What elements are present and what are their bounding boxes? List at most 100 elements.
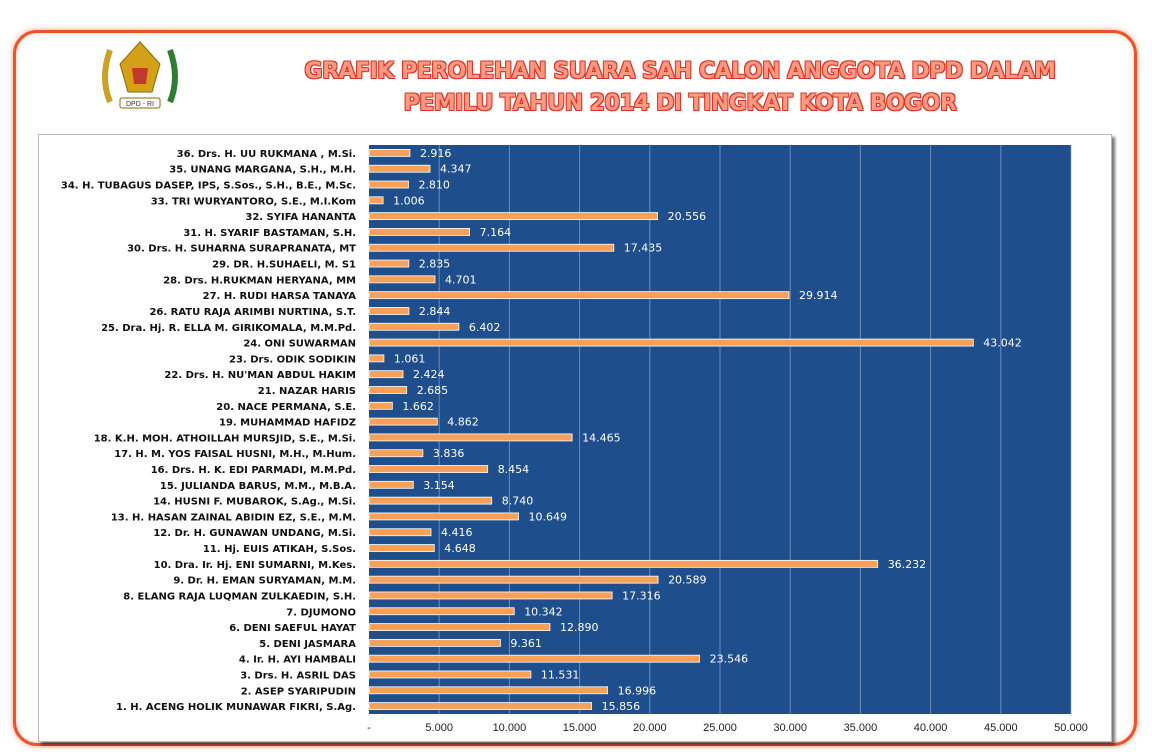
category-label: 24. ONI SUWARMAN [243,339,356,350]
bar [368,575,659,584]
category-label: 23. Drs. ODIK SODIKIN [229,354,356,365]
category-label: 35. UNANG MARGANA, S.H., M.H. [169,165,356,176]
category-label: 28. Drs. H.RUKMAN HERYANA, MM [163,275,356,286]
dpd-logo: DPD - RI [102,41,178,109]
category-label: 13. H. HASAN ZAINAL ABIDIN EZ, S.E., M.M… [111,512,356,523]
value-label: 23.546 [710,653,749,666]
category-label: 31. H. SYARIF BASTAMAN, S.H. [183,228,356,239]
value-label: 15.856 [602,700,641,713]
category-label: 7. DJUMONO [286,607,356,618]
bar [368,465,489,473]
value-label: 36.232 [888,558,927,571]
value-label: 43.042 [983,337,1022,350]
bar [368,212,659,221]
value-label: 8.454 [498,463,530,476]
bar [368,607,515,616]
category-label: 1. H. ACENG HOLIK MUNAWAR FIKRI, S.Ag. [116,702,356,713]
value-label: 4.862 [447,416,479,429]
category-label: 11. Hj. EUIS ATIKAH, S.Sos. [203,544,356,555]
bar [368,338,974,347]
value-label: 7.164 [480,226,512,239]
category-label: 32. SYIFA HANANTA [245,212,356,223]
bar [368,417,438,426]
bar [368,149,411,157]
bar [368,449,424,458]
category-label: 4. Ir. H. AYI HAMBALI [239,655,356,666]
value-label: 2.916 [420,147,452,160]
category-label: 14. HUSNI F. MUBAROK, S.Ag., M.Si. [153,497,356,508]
value-label: 4.648 [444,542,476,555]
value-label: 1.662 [402,400,434,413]
category-label: 18. K.H. MOH. ATHOILLAH MURSJID, S.E., M… [94,433,356,444]
category-label: 5. DENI JASMARA [259,639,356,650]
value-label: 2.424 [413,368,445,381]
value-label: 2.810 [418,179,450,192]
bar [368,591,613,600]
category-label: 30. Drs. H. SUHARNA SURAPRANATA, MT [127,244,356,255]
bar [368,386,408,394]
bar [368,559,879,568]
bar [368,654,700,663]
value-label: 2.844 [419,305,451,318]
value-label: 9.361 [510,637,542,650]
bar [368,196,384,205]
category-label: 12. Dr. H. GUNAWAN UNDANG, M.Si. [153,528,356,539]
value-label: 1.006 [393,194,425,207]
chart-title-line-2: PEMILU TAHUN 2014 DI TINGKAT KOTA BOGOR [403,91,957,116]
value-label: 10.649 [529,510,568,523]
category-label: 16. Drs. H. K. EDI PARMADI, M.M.Pd. [151,465,356,476]
category-label: 10. Dra. Ir. Hj. ENI SUMARNI, M.Kes. [154,560,356,571]
x-tick-label: 35.000 [844,722,878,734]
value-label: 4.701 [445,273,477,286]
bar [368,370,404,379]
category-label: 6. DENI SAEFUL HAYAT [229,623,356,634]
category-label: 29. DR. H.SUHAELI, M. S1 [212,260,356,271]
value-label: 11.531 [541,668,580,681]
category-label: 33. TRI WURYANTORO, S.E., M.I.Kom [151,196,356,207]
category-label: 17. H. M. YOS FAISAL HUSNI, M.H., M.Hum. [114,449,356,460]
category-label: 15. JULIANDA BARUS, M.M., M.B.A. [160,481,356,492]
category-label: 19. MUHAMMAD HAFIDZ [219,418,356,429]
value-label: 12.890 [560,621,599,634]
value-label: 16.996 [618,684,657,697]
bar [368,702,593,710]
category-label: 34. H. TUBAGUS DASEP, IPS, S.Sos., S.H.,… [61,181,356,192]
value-label: 2.685 [417,384,449,397]
category-label: 21. NAZAR HARIS [258,386,356,397]
value-label: 4.347 [440,163,472,176]
bar [368,433,573,442]
value-label: 20.589 [668,574,707,587]
category-label: 27. H. RUDI HARSA TANAYA [203,291,357,302]
bar [368,528,432,537]
bar [368,243,615,252]
bar [368,354,385,363]
bar [368,638,501,647]
bar [368,496,493,505]
category-label: 25. Dra. Hj. R. ELLA M. GIRIKOMALA, M.M.… [101,323,356,334]
bar [368,180,409,189]
category-label: 22. Drs. H. NU'MAN ABDUL HAKIM [164,370,356,381]
bar [368,259,410,268]
value-label: 3.154 [423,479,455,492]
x-tick-label: 25.000 [703,722,737,734]
category-label: 20. NACE PERMANA, S.E. [216,402,356,413]
value-label: 6.402 [469,321,501,334]
value-label: 10.342 [524,605,563,618]
value-label: 20.556 [668,210,707,223]
category-label: 26. RATU RAJA ARIMBI NURTINA, S.T. [149,307,356,318]
bar [368,670,532,679]
x-tick-label: 50.000 [1054,722,1088,734]
bar [368,480,414,489]
x-tick-label: 15.000 [563,722,597,734]
x-tick-label: 10.000 [493,722,527,734]
bar [368,164,431,173]
x-tick-label: 40.000 [914,722,948,734]
chart-title: GRAFIK PEROLEHAN SUARA SAH CALON ANGGOTA… [240,56,1120,120]
bar [368,307,410,315]
value-label: 17.435 [624,242,663,255]
value-label: 3.836 [433,447,465,460]
bar [368,401,393,410]
bar [368,275,436,284]
x-tick-label: 45.000 [984,722,1018,734]
